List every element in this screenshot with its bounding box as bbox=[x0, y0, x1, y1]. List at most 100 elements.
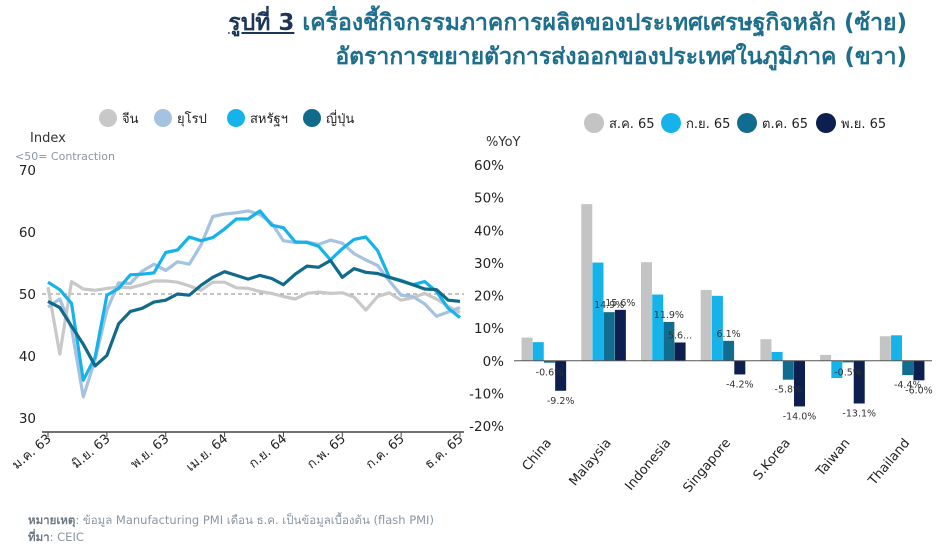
left-x-tick-label: ก.ย. 64 bbox=[246, 432, 290, 472]
bar-Singapore-3 bbox=[734, 360, 746, 375]
bar-Taiwan-2 bbox=[842, 360, 854, 363]
left-x-tick-label: ก.ค. 65 bbox=[363, 432, 408, 473]
right-x-tick-label: Malaysia bbox=[567, 436, 615, 489]
bar-Indonesia-0 bbox=[640, 262, 652, 361]
right-y-tick-label: 50% bbox=[474, 191, 504, 207]
legend-label: ส.ค. 65 bbox=[609, 117, 655, 132]
left-y-axis-label: Index bbox=[30, 131, 66, 146]
right-x-tick-label: Taiwan bbox=[813, 436, 854, 480]
right-y-tick-label: 60% bbox=[474, 158, 504, 174]
left-x-tick-label: ธ.ค. 65 bbox=[422, 432, 467, 473]
data-label: -4.2% bbox=[726, 379, 754, 390]
bar-Taiwan-3 bbox=[853, 360, 865, 404]
right-y-tick-label: -10% bbox=[469, 386, 504, 402]
data-label: -13.1% bbox=[842, 408, 876, 419]
bar-S.Korea-2 bbox=[782, 360, 794, 380]
figure-title: รูปที่ 3 เครื่องชี้กิจกรรมภาคการผลิตของป… bbox=[228, 6, 907, 74]
right-x-tick-label: Singapore bbox=[680, 436, 734, 496]
bar-Singapore-1 bbox=[711, 295, 723, 361]
data-label: 11.9% bbox=[654, 310, 684, 321]
bar-Malaysia-0 bbox=[581, 204, 593, 361]
legend-label: ก.ย. 65 bbox=[686, 117, 730, 132]
figure-label: รูปที่ 3 bbox=[228, 10, 295, 36]
legend-label: ต.ค. 65 bbox=[762, 117, 808, 132]
bar-Malaysia-3 bbox=[614, 309, 626, 361]
bar-Thailand-0 bbox=[879, 336, 891, 361]
data-label: 5.6... bbox=[668, 330, 692, 341]
bar-Thailand-1 bbox=[891, 335, 903, 361]
right-x-tick-label: China bbox=[520, 436, 555, 474]
right-x-tick-label: Indonesia bbox=[622, 436, 674, 494]
source-text: : CEIC bbox=[49, 530, 84, 544]
title-line-2: อัตราการขยายตัวการส่งออกของประเทศในภูมิภ… bbox=[335, 44, 907, 70]
left-x-tick-label: มิ.ย. 63 bbox=[69, 432, 113, 473]
legend-marker bbox=[816, 113, 836, 133]
bar-S.Korea-0 bbox=[760, 339, 772, 361]
left-y-tick-label: 50 bbox=[19, 287, 36, 303]
right-y-tick-label: 10% bbox=[474, 321, 504, 337]
bar-S.Korea-1 bbox=[771, 351, 783, 361]
bar-Thailand-3 bbox=[913, 360, 925, 381]
legend-marker bbox=[227, 109, 245, 127]
series-line-2 bbox=[47, 209, 461, 382]
left-y-tick-label: 30 bbox=[19, 411, 36, 427]
legend-marker bbox=[661, 113, 681, 133]
legend-marker bbox=[99, 109, 117, 127]
bar-Indonesia-1 bbox=[652, 294, 664, 361]
legend-label: ญี่ปุ่น bbox=[326, 110, 354, 127]
legend-marker bbox=[303, 109, 321, 127]
footnote-label: หมายเหตุ bbox=[28, 513, 76, 527]
bar-Indonesia-3 bbox=[674, 342, 686, 361]
footnote-text: : ข้อมูล Manufacturing PMI เดือน ธ.ค. เป… bbox=[75, 513, 434, 527]
right-y-tick-label: 0% bbox=[483, 354, 505, 370]
legend-marker bbox=[154, 109, 172, 127]
bar-Thailand-2 bbox=[902, 360, 914, 376]
bar-Indonesia-2 bbox=[663, 321, 675, 361]
bar-Taiwan-0 bbox=[820, 354, 832, 361]
bar-Taiwan-1 bbox=[831, 360, 843, 379]
legend-marker bbox=[584, 113, 604, 133]
data-label: -6.0% bbox=[905, 385, 933, 396]
footnote: หมายเหตุ: ข้อมูล Manufacturing PMI เดือน… bbox=[28, 512, 434, 530]
bar-China-0 bbox=[521, 337, 533, 361]
bar-Malaysia-1 bbox=[592, 262, 604, 361]
right-x-tick-label: S.Korea bbox=[751, 436, 794, 483]
data-label: -14.0% bbox=[783, 411, 817, 422]
right-y-tick-label: 20% bbox=[474, 289, 504, 305]
right-y-axis-label: %YoY bbox=[486, 135, 521, 150]
series-line-1 bbox=[47, 209, 461, 399]
export-bar-chart: %YoY -20% -10% 0% 10% 20% 30% 40% 50% 60% -0.6% -9.… bbox=[469, 113, 933, 496]
right-y-tick-label: 30% bbox=[474, 256, 504, 272]
right-y-tick-label: 40% bbox=[474, 223, 504, 239]
data-label: 14.9% bbox=[594, 300, 624, 311]
bar-S.Korea-3 bbox=[794, 360, 806, 407]
pmi-line-chart: Index <50= Contraction 30 40 50 60 70 ม.ค. 63 มิ… bbox=[10, 109, 467, 475]
bar-Singapore-2 bbox=[723, 340, 735, 361]
data-label: -5.8% bbox=[775, 385, 803, 396]
bar-China-3 bbox=[555, 360, 567, 391]
bar-Malaysia-2 bbox=[603, 312, 615, 361]
bar-Singapore-0 bbox=[700, 289, 712, 361]
data-label: 15.6% bbox=[605, 298, 635, 309]
left-x-tick-label: พ.ย. 63 bbox=[128, 432, 172, 473]
title-text-1: เครื่องชี้กิจกรรมภาคการผลิตของประเทศเศรษ… bbox=[302, 10, 907, 36]
legend-label: จีน bbox=[122, 111, 139, 127]
legend-label: พ.ย. 65 bbox=[841, 117, 886, 132]
source-note: ที่มา: CEIC bbox=[28, 529, 84, 547]
data-label: 6.1% bbox=[717, 329, 741, 340]
data-label: -4.4% bbox=[894, 380, 922, 391]
right-x-tick-label: Thailand bbox=[865, 436, 913, 489]
legend-marker bbox=[737, 113, 757, 133]
data-label: -9.2% bbox=[547, 396, 575, 407]
left-y-tick-label: 60 bbox=[19, 225, 36, 241]
left-y-tick-label: 70 bbox=[19, 163, 36, 179]
left-contraction-note: <50= Contraction bbox=[15, 150, 115, 163]
title-line-1: รูปที่ 3 เครื่องชี้กิจกรรมภาคการผลิตของป… bbox=[228, 6, 907, 40]
source-label: ที่มา bbox=[28, 530, 50, 544]
bar-China-1 bbox=[532, 342, 544, 361]
left-y-tick-label: 40 bbox=[19, 349, 36, 365]
data-label: -0.5% bbox=[834, 367, 862, 378]
legend-label: สหรัฐฯ bbox=[250, 112, 288, 127]
left-x-tick-label: ก.พ. 65 bbox=[304, 432, 348, 473]
